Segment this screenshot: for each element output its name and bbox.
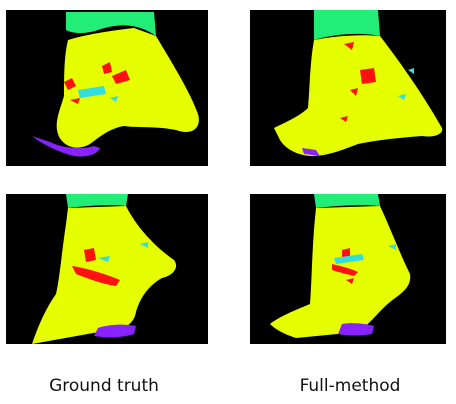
- region-green: [314, 194, 380, 208]
- region-cyan: [334, 244, 396, 264]
- region-cyan: [398, 68, 414, 100]
- region-purple: [32, 136, 100, 157]
- region-purple: [94, 324, 136, 338]
- region-yellow: [56, 28, 199, 148]
- segmentation-mask-fm-top: [274, 10, 443, 156]
- caption-ground-truth: Ground truth: [49, 376, 159, 396]
- segmentation-mask-gt-top: [32, 12, 199, 157]
- region-cyan: [98, 242, 148, 262]
- caption-full-method: Full-method: [299, 376, 401, 396]
- region-cyan: [78, 86, 118, 102]
- segmentation-mask-fm-bottom: [270, 194, 411, 338]
- region-green: [66, 194, 128, 208]
- region-red: [340, 42, 376, 122]
- full-method-top-panel: [250, 10, 446, 166]
- region-purple: [302, 148, 320, 156]
- region-purple: [338, 323, 374, 336]
- ground-truth-top-panel: [6, 10, 208, 166]
- region-red: [332, 248, 358, 284]
- region-green: [314, 10, 380, 40]
- region-yellow: [274, 35, 443, 156]
- ground-truth-bottom-panel: [6, 194, 208, 344]
- full-method-bottom-panel: [250, 194, 446, 344]
- region-red: [64, 62, 130, 104]
- region-red: [72, 248, 120, 286]
- region-green: [66, 12, 156, 36]
- segmentation-mask-gt-bottom: [32, 194, 177, 344]
